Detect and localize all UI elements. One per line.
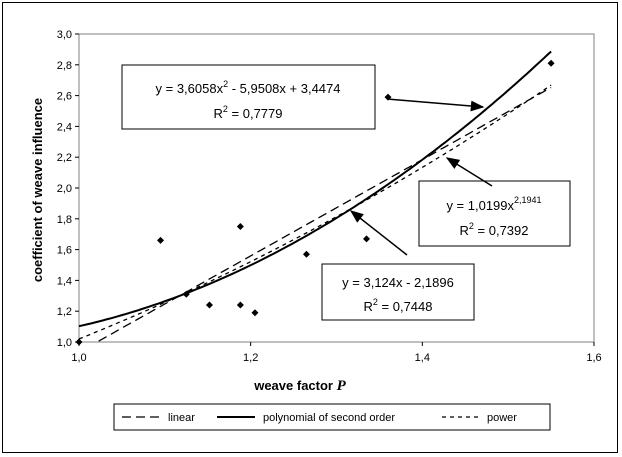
- linear-r2: R2 = 0,7448: [364, 297, 433, 314]
- y-tick-label: 3,0: [57, 29, 72, 41]
- x-axis-ticks: 1,0 1,2 1,4 1,6: [71, 342, 602, 364]
- x-axis-title: weave factor P: [253, 378, 346, 394]
- y-tick-label: 2,4: [57, 121, 72, 133]
- poly-equation-box: y = 3,6058x2 - 5,9508x + 3,4474 R2 = 0,7…: [121, 64, 376, 130]
- legend-label-power: power: [487, 412, 517, 424]
- polynomial-trend-line: [78, 50, 552, 328]
- legend: linear polynomial of second order power: [113, 403, 551, 431]
- data-point: [182, 290, 190, 298]
- power-equation: y = 1,0199x2,1941: [446, 195, 541, 213]
- power-trend-line: [78, 84, 552, 340]
- power-r2: R2 = 0,7392: [460, 221, 529, 238]
- data-point: [363, 235, 371, 243]
- x-tick-label: 1,2: [243, 352, 258, 364]
- trend-lines: [78, 50, 552, 342]
- data-point: [302, 250, 310, 258]
- legend-label-linear: linear: [168, 412, 195, 424]
- poly-arrow: [386, 98, 485, 112]
- data-point: [157, 236, 165, 244]
- y-tick-label: 1,6: [57, 245, 72, 257]
- data-point: [547, 59, 555, 67]
- data-point: [75, 338, 83, 346]
- y-tick-label: 2,2: [57, 152, 72, 164]
- power-arrow: [445, 157, 493, 187]
- y-tick-label: 1,4: [57, 275, 72, 287]
- linear-equation: y = 3,124x - 2,1896: [342, 275, 454, 290]
- power-equation-box: y = 1,0199x2,1941 R2 = 0,7392: [418, 180, 571, 247]
- data-point: [251, 309, 259, 317]
- y-tick-label: 2,6: [57, 91, 72, 103]
- data-points: [75, 59, 555, 346]
- data-point: [205, 301, 213, 309]
- y-tick-label: 1,2: [57, 306, 72, 318]
- y-axis-ticks: 1,0 1,2 1,4 1,6 1,8 2,0 2,2 2,4 2,6 2,8 3,0: [57, 29, 79, 349]
- y-tick-label: 2,8: [57, 60, 72, 72]
- x-tick-label: 1,0: [71, 352, 86, 364]
- poly-equation: y = 3,6058x2 - 5,9508x + 3,4474: [156, 79, 341, 96]
- y-tick-label: 2,0: [57, 183, 72, 195]
- legend-label-polynomial: polynomial of second order: [263, 412, 395, 424]
- linear-arrow: [349, 210, 408, 256]
- poly-r2: R2 = 0,7779: [214, 104, 283, 121]
- x-tick-label: 1,4: [415, 352, 430, 364]
- data-point: [236, 223, 244, 230]
- linear-equation-box: y = 3,124x - 2,1896 R2 = 0,7448: [321, 263, 475, 321]
- y-tick-label: 1,0: [57, 337, 72, 349]
- x-tick-label: 1,6: [586, 352, 601, 364]
- y-axis-title: coefficient of weave influence: [30, 98, 45, 282]
- data-point: [236, 301, 244, 309]
- y-tick-label: 1,8: [57, 214, 72, 226]
